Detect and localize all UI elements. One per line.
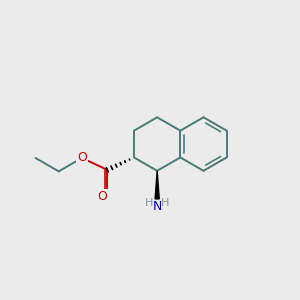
Text: O: O [77, 152, 87, 164]
Text: O: O [98, 190, 107, 203]
Polygon shape [155, 171, 159, 199]
Text: N: N [152, 200, 162, 213]
Text: H: H [161, 198, 170, 208]
Text: H: H [145, 198, 153, 208]
